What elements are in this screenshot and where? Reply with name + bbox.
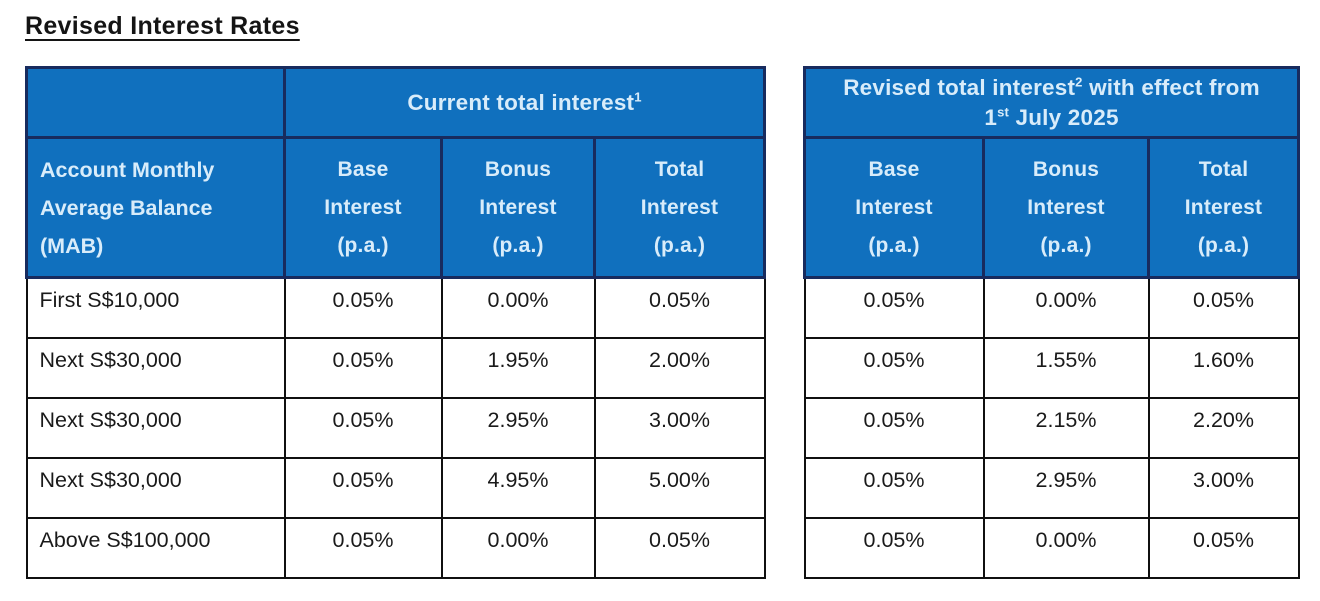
table-row: 0.05% 0.00% 0.05% — [803, 276, 1300, 339]
page-title: Revised Interest Rates — [25, 12, 300, 40]
base-interest-value: 0.05% — [283, 396, 443, 459]
total-interest-value: 5.00% — [593, 456, 766, 519]
bonus-interest-value: 2.95% — [982, 456, 1150, 519]
table-row: Next S$30,000 0.05% 4.95% 5.00% — [25, 456, 766, 519]
base-interest-value: 0.05% — [803, 336, 985, 399]
mab-tier-label: Next S$30,000 — [25, 336, 286, 399]
base-interest-value: 0.05% — [283, 456, 443, 519]
bonus-interest-value: 0.00% — [440, 516, 596, 579]
revised-interest-table: Revised total interest2 with effect from… — [803, 66, 1300, 579]
base-interest-value: 0.05% — [283, 276, 443, 339]
bonus-interest-value: 0.00% — [982, 276, 1150, 339]
table-row: 0.05% 2.15% 2.20% — [803, 396, 1300, 459]
empty-corner-cell — [25, 66, 286, 139]
base-interest-value: 0.05% — [803, 516, 985, 579]
table-row: Next S$30,000 0.05% 1.95% 2.00% — [25, 336, 766, 399]
base-interest-value: 0.05% — [283, 336, 443, 399]
bonus-interest-value: 2.15% — [982, 396, 1150, 459]
base-interest-value: 0.05% — [283, 516, 443, 579]
column-header-base-interest: Base Interest (p.a.) — [283, 136, 443, 279]
column-header-mab: Account Monthly Average Balance (MAB) — [25, 136, 286, 279]
table-row: 0.05% 1.55% 1.60% — [803, 336, 1300, 399]
revised-title-text: Revised total interest — [843, 74, 1076, 100]
base-interest-value: 0.05% — [803, 396, 985, 459]
table-row: 0.05% 0.00% 0.05% — [803, 516, 1300, 579]
base-interest-value: 0.05% — [803, 276, 985, 339]
total-interest-value: 1.60% — [1147, 336, 1300, 399]
column-header-total-interest: Total Interest (p.a.) — [592, 136, 767, 279]
table-row: First S$10,000 0.05% 0.00% 0.05% — [25, 276, 766, 339]
table-row: 0.05% 2.95% 3.00% — [803, 456, 1300, 519]
mab-tier-label: Above S$100,000 — [25, 516, 286, 579]
total-interest-value: 3.00% — [1147, 456, 1300, 519]
total-interest-value: 0.05% — [1147, 276, 1300, 339]
current-table-title: Current total interest1 — [282, 66, 767, 139]
bonus-interest-value: 1.55% — [982, 336, 1150, 399]
total-interest-value: 2.00% — [593, 336, 766, 399]
current-title-text: Current total interest — [407, 89, 635, 115]
total-interest-value: 0.05% — [593, 276, 766, 339]
mab-tier-label: First S$10,000 — [25, 276, 286, 339]
bonus-interest-value: 1.95% — [440, 336, 596, 399]
mab-tier-label: Next S$30,000 — [25, 456, 286, 519]
current-interest-table: Current total interest1 Account Monthly … — [25, 66, 767, 579]
table-row: Above S$100,000 0.05% 0.00% 0.05% — [25, 516, 766, 579]
column-header-bonus-interest: Bonus Interest (p.a.) — [440, 136, 596, 279]
ordinal-st: st — [997, 104, 1010, 119]
mab-tier-label: Next S$30,000 — [25, 396, 286, 459]
footnote-ref-2: 2 — [1075, 74, 1083, 89]
bonus-interest-value: 2.95% — [440, 396, 596, 459]
bonus-interest-value: 0.00% — [440, 276, 596, 339]
column-header-bonus-interest: Bonus Interest (p.a.) — [982, 136, 1150, 279]
total-interest-value: 2.20% — [1147, 396, 1300, 459]
revised-table-title: Revised total interest2 with effect from… — [803, 66, 1300, 139]
total-interest-value: 0.05% — [1147, 516, 1300, 579]
column-header-base-interest: Base Interest (p.a.) — [803, 136, 985, 279]
bonus-interest-value: 4.95% — [440, 456, 596, 519]
column-header-total-interest: Total Interest (p.a.) — [1147, 136, 1300, 279]
total-interest-value: 0.05% — [593, 516, 766, 579]
table-row: Next S$30,000 0.05% 2.95% 3.00% — [25, 396, 766, 459]
total-interest-value: 3.00% — [593, 396, 766, 459]
footnote-ref-1: 1 — [634, 89, 642, 104]
base-interest-value: 0.05% — [803, 456, 985, 519]
bonus-interest-value: 0.00% — [982, 516, 1150, 579]
